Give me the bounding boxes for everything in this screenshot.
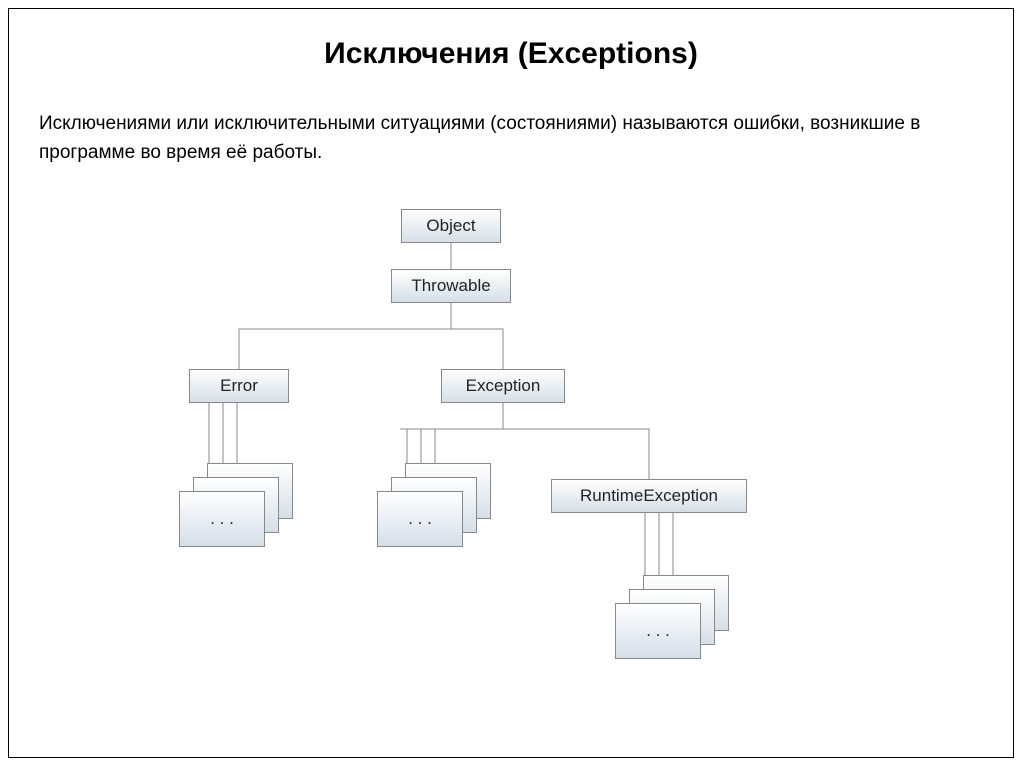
stack-card: . . . [615,603,701,659]
node-exception-label: Exception [466,376,541,396]
diagram-edges [139,199,909,719]
node-throwable: Throwable [391,269,511,303]
node-exception: Exception [441,369,565,403]
stack-card: . . . [179,491,265,547]
stack-card-label: . . . [646,621,670,641]
stack-card-label: . . . [408,509,432,529]
stack-card-label: . . . [210,509,234,529]
node-error-label: Error [220,376,258,396]
page-frame: Исключения (Exceptions) Исключениями или… [8,8,1014,758]
node-error: Error [189,369,289,403]
node-object-label: Object [426,216,475,236]
node-runtime-label: RuntimeException [580,486,718,506]
exception-hierarchy-diagram: Object Throwable Error Exception Runtime… [139,199,909,719]
page-body-text: Исключениями или исключительными ситуаци… [39,109,989,168]
stack-card: . . . [377,491,463,547]
page-title: Исключения (Exceptions) [9,37,1013,71]
node-throwable-label: Throwable [411,276,490,296]
node-object: Object [401,209,501,243]
node-runtime: RuntimeException [551,479,747,513]
